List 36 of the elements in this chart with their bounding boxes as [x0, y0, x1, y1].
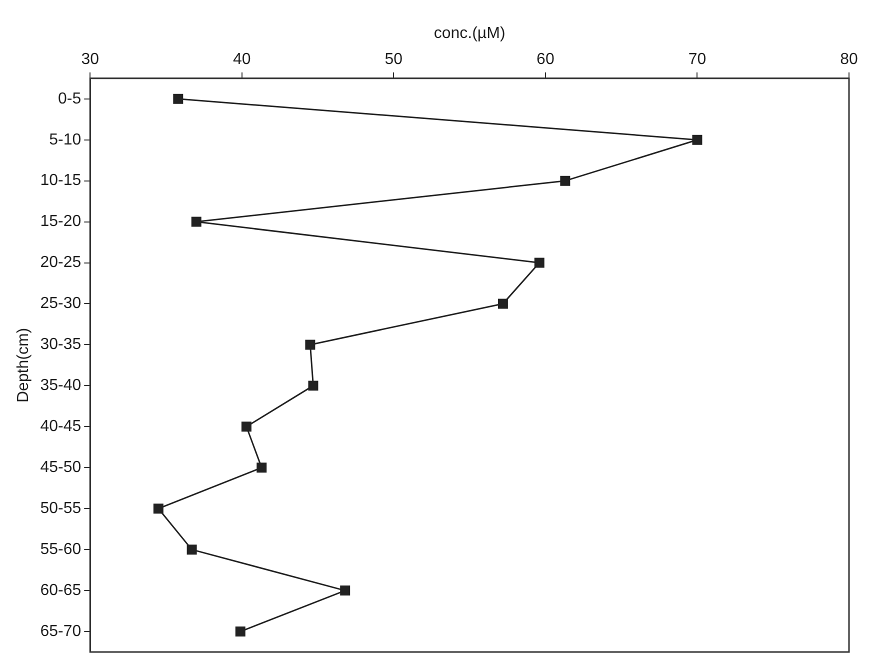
point: [241, 422, 252, 432]
point: [560, 176, 570, 186]
x-tick-label: 40: [233, 51, 251, 68]
y-tick-label: 20-25: [40, 254, 82, 272]
y-axis-title: Depth(cm): [15, 328, 32, 403]
y-tick-label: 40-45: [40, 418, 82, 436]
y-tick-label: 25-30: [40, 295, 82, 312]
y-tick-label: 10-15: [40, 172, 82, 190]
point: [340, 586, 350, 596]
y-tick-label: 45-50: [40, 459, 82, 476]
y-tick-label: 55-60: [40, 540, 82, 558]
x-tick-label: 30: [81, 51, 100, 68]
point: [235, 626, 246, 637]
point: [498, 298, 508, 309]
y-tick-label: 30-35: [40, 336, 82, 354]
point: [186, 544, 197, 555]
point: [191, 216, 202, 227]
y-tick-label: 50-55: [40, 500, 82, 518]
y-tick-label: 5-10: [49, 131, 82, 148]
x-tick-label: 50: [384, 51, 403, 68]
x-tick-label: 60: [536, 51, 554, 68]
point: [305, 340, 316, 350]
point: [153, 504, 164, 514]
y-tick-label: 15-20: [40, 213, 82, 230]
y-tick-label: 0-5: [58, 90, 82, 108]
x-axis-title: conc.(µM): [434, 25, 506, 42]
y-tick-label: 35-40: [40, 377, 82, 394]
point: [173, 94, 184, 104]
point: [692, 134, 702, 145]
point: [308, 380, 318, 391]
point: [256, 462, 267, 473]
point: [534, 258, 544, 268]
x-tick-label: 70: [688, 51, 706, 68]
y-tick-label: 65-70: [40, 622, 82, 640]
y-tick-label: 60-65: [40, 582, 82, 599]
x-tick-label: 80: [840, 51, 858, 68]
